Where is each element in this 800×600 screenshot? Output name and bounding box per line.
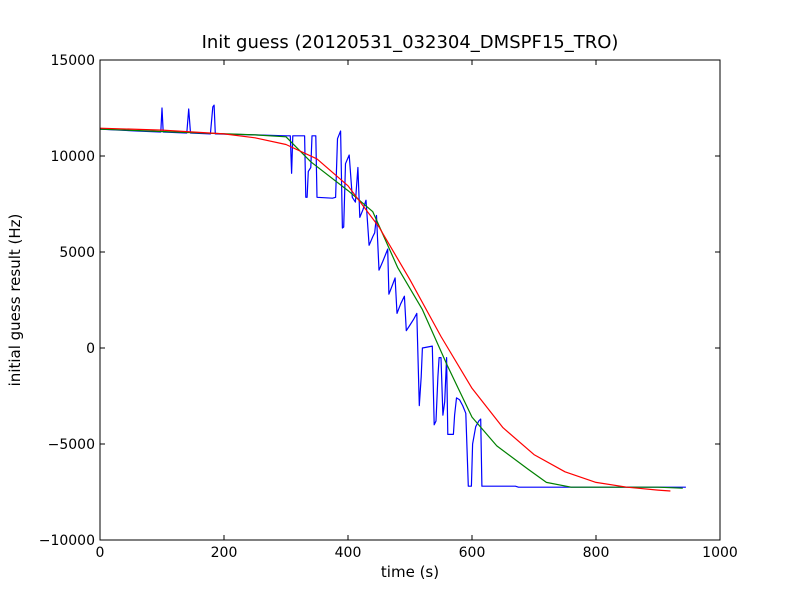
x-tick-label: 800 [583, 545, 610, 561]
x-axis: 0 200 400 600 800 1000 [96, 60, 738, 561]
y-tick-label: 10000 [50, 149, 95, 165]
y-tick-label: 5000 [59, 245, 95, 261]
x-tick-label: 1000 [702, 545, 738, 561]
x-tick-label: 200 [211, 545, 238, 561]
x-tick-label: 0 [96, 545, 105, 561]
y-tick-label: 0 [86, 341, 95, 357]
y-tick-label: 15000 [50, 53, 95, 69]
y-tick-label: −10000 [39, 533, 95, 549]
series-line-piecewise [99, 128, 683, 489]
x-tick-label: 600 [459, 545, 486, 561]
chart-title: Init guess (20120531_032304_DMSPF15_TRO) [202, 32, 619, 53]
y-axis-label: initial guess result (Hz) [6, 214, 24, 387]
y-axis: −10000 −5000 0 5000 10000 15000 [39, 53, 720, 549]
plot-frame [99, 59, 721, 541]
x-axis-label: time (s) [381, 563, 439, 581]
y-tick-label: −5000 [48, 437, 95, 453]
plot-lines [99, 104, 686, 492]
series-line-fit [99, 127, 671, 492]
x-tick-label: 400 [335, 545, 362, 561]
series-line-raw [99, 104, 686, 488]
